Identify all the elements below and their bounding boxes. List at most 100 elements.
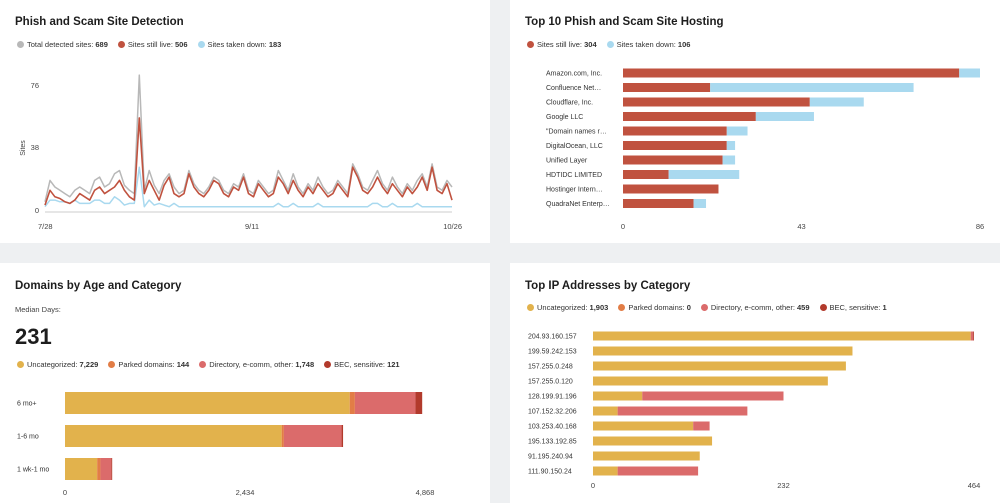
legend-label: Sites still live: 506 bbox=[127, 40, 188, 49]
bar-segment-uncategorized bbox=[593, 451, 700, 461]
bar-segment-bec-sensitive bbox=[341, 425, 344, 447]
category-label: 204.93.160.157 bbox=[528, 334, 577, 341]
legend-item[interactable]: Directory, e-comm, other: 1,748 bbox=[199, 360, 314, 369]
legend-item[interactable]: Uncategorized: 7,229 bbox=[17, 360, 98, 369]
category-label: Confluence Net… bbox=[546, 85, 601, 92]
bar-segment-parked-domains bbox=[97, 458, 101, 480]
category-label: HDTIDC LIMITED bbox=[546, 172, 602, 179]
legend-value: 7,229 bbox=[79, 360, 99, 369]
bar-segment-uncategorized bbox=[593, 391, 643, 401]
legend-swatch bbox=[17, 41, 24, 48]
bar-segment-sites-still-live bbox=[623, 199, 694, 208]
bar-segment-uncategorized bbox=[65, 425, 282, 447]
x-tick-label: 4,868 bbox=[416, 488, 435, 497]
category-label: Google LLC bbox=[546, 114, 583, 121]
bar-segment-sites-taken-down bbox=[755, 112, 814, 121]
bar-segment-uncategorized bbox=[593, 406, 618, 416]
legend-swatch bbox=[819, 304, 827, 311]
legend-item[interactable]: Sites taken down: 106 bbox=[606, 40, 691, 49]
legend-label: Sites still live: 304 bbox=[537, 40, 597, 49]
legend-item[interactable]: Total detected sites: 689 bbox=[17, 40, 108, 49]
legend-item[interactable]: BEC, sensitive: 1 bbox=[819, 303, 887, 312]
bar-segment-bec-sensitive bbox=[415, 392, 423, 414]
x-tick-label: 0 bbox=[63, 488, 67, 497]
bar-segment-sites-taken-down bbox=[693, 199, 707, 208]
bar-segment-sites-still-live bbox=[623, 68, 960, 78]
category-label: 1-6 mo bbox=[17, 434, 39, 441]
bar-segment-sites-still-live bbox=[623, 184, 719, 194]
legend-label: BEC, sensitive: 121 bbox=[334, 360, 400, 369]
category-label: Cloudflare, Inc. bbox=[546, 100, 593, 107]
legend-item[interactable]: Parked domains: 0 bbox=[618, 303, 691, 312]
legend-item[interactable]: Parked domains: 144 bbox=[108, 360, 189, 369]
x-tick-label: 232 bbox=[777, 481, 790, 490]
category-label: 195.133.192.85 bbox=[528, 439, 577, 446]
legend-swatch bbox=[199, 361, 207, 368]
legend-swatch bbox=[324, 361, 332, 368]
bar-segment-uncategorized bbox=[593, 346, 853, 356]
bar-segment-uncategorized bbox=[593, 421, 694, 431]
bar-segment-directory-e-comm-other bbox=[283, 425, 342, 447]
legend-swatch bbox=[117, 41, 125, 48]
bar-segment-bec-sensitive bbox=[111, 458, 113, 480]
legend: Uncategorized: 1,903 Parked domains: 0 Dir… bbox=[527, 303, 887, 312]
category-label: 6 mo+ bbox=[17, 401, 37, 408]
bar-segment-sites-still-live bbox=[623, 141, 727, 150]
y-axis-label: Sites bbox=[20, 140, 27, 156]
legend-swatch bbox=[527, 304, 534, 311]
category-label: QuadraNet Enterp… bbox=[546, 201, 610, 208]
category-label: 128.199.91.196 bbox=[528, 394, 577, 401]
legend-label: Uncategorized: 7,229 bbox=[27, 360, 99, 369]
legend-item[interactable]: Sites still live: 304 bbox=[527, 40, 597, 49]
legend-item[interactable]: Uncategorized: 1,903 bbox=[527, 303, 608, 312]
category-label: 111.90.150.24 bbox=[528, 469, 572, 476]
bar-segment-sites-still-live bbox=[623, 83, 711, 92]
legend-value: 106 bbox=[677, 40, 691, 49]
legend-label: Sites taken down: 106 bbox=[616, 40, 691, 49]
panel-title: Top IP Addresses by Category bbox=[525, 280, 691, 292]
category-label: Unified Layer bbox=[546, 158, 588, 165]
bar-segment-sites-taken-down bbox=[668, 170, 740, 179]
legend-item[interactable]: Sites still live: 506 bbox=[117, 40, 188, 49]
legend-swatch bbox=[17, 361, 24, 368]
legend-value: 459 bbox=[797, 303, 810, 312]
legend-label: Sites taken down: 183 bbox=[207, 40, 282, 49]
bar-segment-uncategorized bbox=[593, 361, 846, 371]
legend-item[interactable]: Directory, e-comm, other: 459 bbox=[700, 303, 810, 312]
legend-swatch bbox=[606, 41, 614, 48]
legend-swatch bbox=[527, 41, 534, 48]
panel-title: Domains by Age and Category bbox=[15, 280, 182, 292]
y-tick-label: 76 bbox=[31, 81, 39, 90]
legend-value: 689 bbox=[95, 40, 108, 49]
bar-segment-sites-taken-down bbox=[710, 83, 914, 92]
bar-segment-parked-domains bbox=[349, 392, 355, 414]
legend-value: 506 bbox=[175, 40, 188, 49]
legend-value: 1 bbox=[882, 303, 887, 312]
legend-label: Parked domains: 144 bbox=[118, 360, 190, 369]
category-label: 107.152.32.206 bbox=[528, 409, 577, 416]
legend: Sites still live: 304 Sites taken down: 1… bbox=[527, 40, 690, 49]
bar-segment-directory-e-comm-other bbox=[100, 458, 112, 480]
legend: Total detected sites: 689 Sites still liv… bbox=[17, 40, 281, 49]
legend-value: 1,748 bbox=[295, 360, 315, 369]
legend-value: 304 bbox=[584, 40, 597, 49]
series-line-sites-taken-down bbox=[44, 166, 452, 208]
legend-label: Directory, e-comm, other: 459 bbox=[710, 303, 810, 312]
bar-segment-sites-taken-down bbox=[726, 126, 748, 136]
bar-segment-directory-e-comm-other bbox=[642, 391, 784, 401]
legend-value: 1,903 bbox=[589, 303, 609, 312]
panel-title: Top 10 Phish and Scam Site Hosting bbox=[525, 16, 724, 28]
legend-item[interactable]: BEC, sensitive: 121 bbox=[324, 360, 400, 369]
median-label: Median Days: bbox=[15, 305, 61, 314]
bar-segment-uncategorized bbox=[65, 392, 350, 414]
category-label: Hostinger Intern… bbox=[546, 187, 603, 194]
x-tick-label: 464 bbox=[968, 481, 981, 490]
bar-segment-sites-taken-down bbox=[809, 97, 864, 107]
panel-ip-addresses: Top IP Addresses by Category Uncategoriz… bbox=[510, 263, 1000, 503]
category-label: 103.253.40.168 bbox=[528, 424, 577, 431]
category-label: 157.255.0.120 bbox=[528, 379, 573, 386]
legend-item[interactable]: Sites taken down: 183 bbox=[197, 40, 282, 49]
x-tick-label: 86 bbox=[976, 222, 984, 231]
bar-segment-uncategorized bbox=[593, 436, 713, 446]
legend-swatch bbox=[197, 41, 205, 48]
